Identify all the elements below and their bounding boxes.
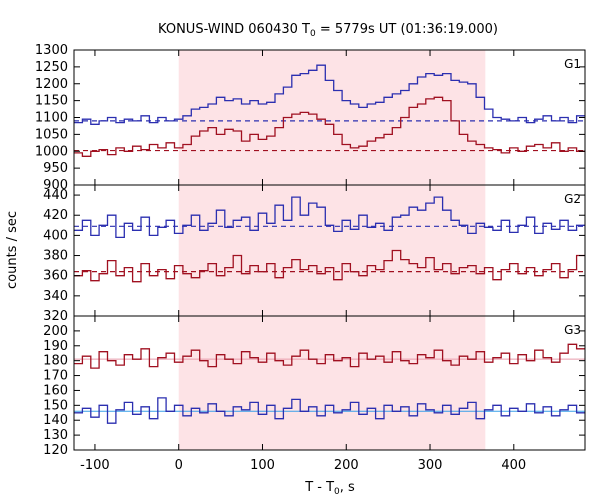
panel-g2: 320 340 360 380 400 420 440 G2 [43,184,586,324]
panel-label: G2 [564,192,581,206]
x-tick-label: 400 [501,458,526,473]
x-tick-label: 0 [175,458,183,473]
y-tick-label: 360 [43,269,68,284]
y-tick-label: 340 [43,289,68,304]
plot-area: 9009501000105011001150120012501300G13203… [35,43,586,473]
y-tick-label: 380 [43,249,68,264]
x-tick-label: 100 [250,458,275,473]
y-tick-label: 400 [43,228,68,243]
panel-frame [73,315,586,451]
y-tick-label: 130 [43,428,68,443]
y-tick-label: 320 [43,309,68,324]
y-tick-label: 180 [43,354,68,369]
y-tick-label: 1250 [35,60,68,75]
y-tick-label: 900 [43,178,68,193]
y-tick-label: 190 [43,339,68,354]
y-tick-label: 140 [43,413,68,428]
series-red-g1 [74,96,585,157]
y-tick-label: 150 [43,398,68,413]
y-tick-label: 120 [43,443,68,458]
y-tick-label: 1200 [35,77,68,92]
y-axis-label: counts / sec [5,211,20,289]
series-red-g2 [74,249,585,283]
y-tick-label: 1100 [35,111,68,126]
y-tick-label: 1050 [35,127,68,142]
x-axis-label: T - T0, s [304,480,355,497]
y-tick-label: 170 [43,369,68,384]
y-tick-label: 440 [43,188,68,203]
y-tick-label: 1300 [35,43,68,58]
series-red-g3 [74,343,585,369]
x-tick-label: 300 [418,458,443,473]
y-tick-label: 1000 [35,144,68,159]
chart-title: KONUS-WIND 060430 T0 = 5779s UT (01:36:1… [158,22,498,39]
x-tick-label: -100 [80,458,110,473]
panel-label: G3 [564,323,581,337]
series-blue-g3 [74,397,585,424]
x-tick-label: 200 [334,458,359,473]
y-tick-label: 420 [43,208,68,223]
y-tick-label: 1150 [35,94,68,109]
y-tick-label: 200 [43,324,68,339]
y-tick-label: 950 [43,161,68,176]
series-blue-g2 [74,196,585,239]
panel-label: G1 [564,57,581,71]
burst-interval-band [178,50,486,450]
y-tick-label: 160 [43,383,68,398]
series-blue-g1 [74,64,585,125]
